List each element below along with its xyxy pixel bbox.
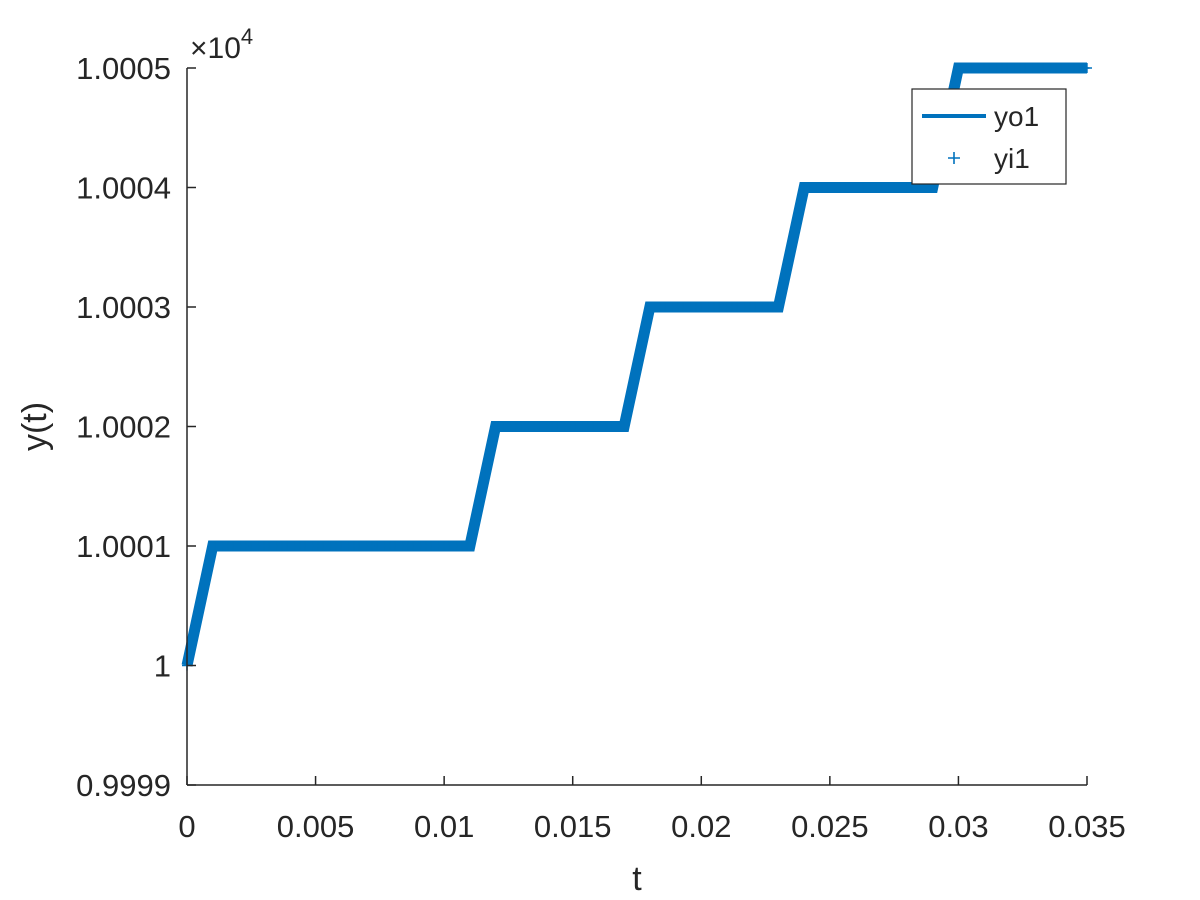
y-tick-label: 1: [154, 649, 171, 684]
marker-yi1: [788, 230, 799, 241]
x-tick-label: 0.025: [791, 809, 869, 844]
marker-yi1: [619, 421, 630, 432]
y-tick-label: 1.0005: [76, 51, 171, 86]
marker-yi1: [773, 302, 784, 312]
marker-yi1: [187, 636, 198, 647]
marker-yi1: [794, 206, 804, 217]
marker-yi1: [629, 373, 640, 384]
marker-yi1: [470, 517, 480, 528]
axes: 0 0.005 0.01 0.015 0.02 0.025 0.03 0.035 0.9999…: [76, 51, 1126, 844]
y-tick-label: 1.0002: [76, 410, 171, 445]
x-tick-label: 0.03: [928, 809, 988, 844]
marker-yi1: [950, 74, 961, 85]
series-markers-yi1: [182, 63, 1092, 671]
marker-yi1: [475, 493, 486, 504]
marker-yi1: [624, 397, 635, 408]
marker-yi1: [480, 469, 491, 480]
y-exponent-power: 4: [241, 24, 253, 49]
marker-yi1: [642, 313, 653, 324]
x-tick-label: 0: [178, 809, 195, 844]
x-tick-label: 0.005: [277, 809, 355, 844]
y-tick-label: 1.0001: [76, 529, 171, 564]
y-exponent-base: ×10: [190, 32, 241, 65]
x-ticks: 0 0.005 0.01 0.015 0.02 0.025 0.03 0.035: [178, 776, 1126, 844]
marker-yi1: [477, 481, 488, 492]
y-axis-label: y(t): [16, 402, 54, 451]
marker-yi1: [482, 457, 493, 468]
marker-yi1: [626, 385, 637, 396]
legend-plus-icon: [948, 152, 960, 164]
marker-yi1: [464, 541, 475, 551]
marker-yi1: [781, 266, 792, 277]
legend-label-yi1: yi1: [994, 143, 1030, 174]
x-tick-label: 0.035: [1048, 809, 1126, 844]
marker-yi1: [776, 290, 786, 301]
y-tick-label: 1.0004: [76, 171, 171, 206]
marker-yi1: [632, 361, 642, 372]
x-axis-label: t: [632, 860, 642, 898]
marker-yi1: [197, 588, 208, 599]
marker-yi1: [634, 349, 645, 360]
marker-yi1: [791, 218, 802, 229]
marker-yi1: [184, 648, 195, 659]
y-exponent-label: ×104: [190, 24, 253, 65]
y-tick-label: 0.9999: [76, 768, 171, 803]
x-tick-label: 0.01: [414, 809, 474, 844]
legend-label-yo1: yo1: [994, 101, 1039, 132]
marker-yi1: [194, 600, 205, 611]
marker-yi1: [485, 445, 496, 456]
marker-yi1: [467, 529, 478, 540]
legend-box: [911, 88, 1067, 185]
marker-yi1: [778, 278, 789, 289]
marker-yi1: [639, 325, 650, 336]
x-tick-label: 0.02: [671, 809, 731, 844]
marker-yi1: [200, 576, 210, 587]
marker-yi1: [472, 505, 483, 516]
marker-yi1: [786, 242, 797, 253]
marker-yi1: [205, 552, 216, 563]
y-tick-label: 1.0003: [76, 290, 171, 325]
marker-yi1: [783, 254, 794, 265]
marker-yi1: [637, 337, 648, 348]
marker-yi1: [796, 194, 807, 205]
marker-yi1: [621, 409, 632, 420]
legend: yo1 yi1: [911, 88, 1067, 185]
marker-yi1: [202, 564, 213, 575]
x-tick-label: 0.015: [534, 809, 612, 844]
marker-yi1: [189, 624, 200, 635]
marker-yi1: [192, 612, 203, 623]
legend-marker-sample: [948, 152, 960, 164]
y-ticks: 0.9999 1 1.0001 1.0002 1.0003 1.0004 1.0005: [76, 51, 196, 803]
marker-yi1: [488, 433, 498, 444]
marker-yi1: [1082, 63, 1092, 73]
